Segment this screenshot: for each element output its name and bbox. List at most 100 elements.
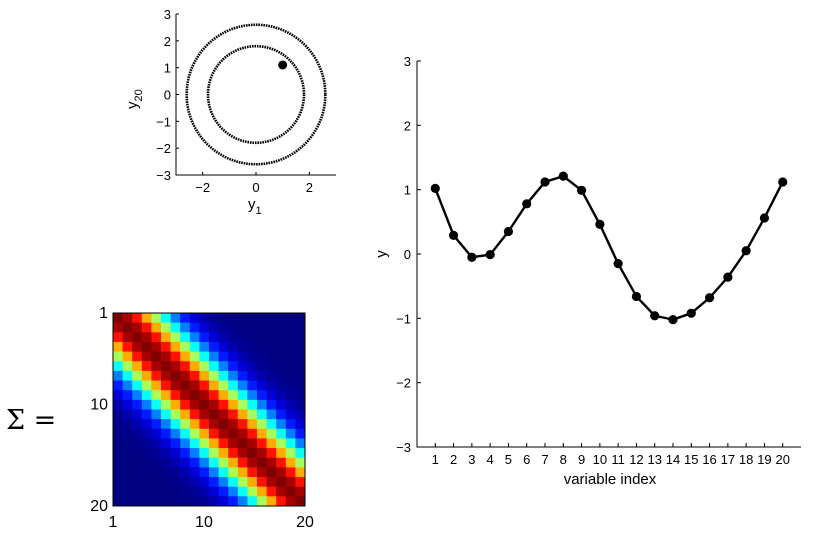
heatmap-cell — [161, 361, 171, 372]
line-xtick-label: 16 — [702, 452, 716, 467]
heatmap-cell — [237, 341, 248, 352]
heatmap-cell — [113, 380, 123, 391]
heatmap-cell — [199, 467, 210, 478]
heatmap-cell — [295, 438, 306, 449]
heatmap-cell — [199, 361, 210, 372]
heatmap-cell — [247, 448, 258, 459]
heatmap-cell — [276, 361, 287, 372]
heatmap-cell — [257, 332, 267, 343]
heatmap-cell — [218, 428, 229, 439]
heatmap-cell — [199, 486, 210, 497]
heatmap-cell — [228, 496, 239, 507]
heatmap-cell — [247, 486, 258, 497]
heatmap-cell — [141, 399, 152, 410]
heatmap-cell — [228, 322, 239, 333]
heatmap-cell — [237, 332, 248, 343]
heatmap-cell — [218, 486, 229, 497]
heatmap-cell — [247, 467, 258, 478]
heatmap-cell — [257, 477, 267, 488]
heatmap-cell — [151, 390, 162, 401]
line-ytick-label: 1 — [404, 183, 411, 198]
heatmap-cell — [113, 313, 123, 324]
heatmap-xtick-label: 1 — [109, 514, 118, 531]
heatmap-cell — [285, 486, 296, 497]
heatmap-cell — [218, 419, 229, 430]
heatmap-cell — [295, 448, 306, 459]
heatmap-cell — [189, 419, 200, 430]
heatmap-cell — [199, 496, 210, 507]
heatmap-cell — [161, 313, 171, 324]
heatmap-cell — [266, 448, 277, 459]
heatmap-cell — [209, 496, 219, 507]
sigma-label: Σ = — [6, 405, 56, 436]
heatmap-cell — [132, 341, 143, 352]
heatmap-cell — [189, 477, 200, 488]
heatmap-cell — [237, 448, 248, 459]
heatmap-cell — [209, 477, 219, 488]
heatmap-cell — [276, 313, 287, 324]
heatmap-cell — [113, 448, 123, 459]
heatmap-cell — [257, 390, 267, 401]
heatmap-cell — [209, 467, 219, 478]
heatmap-cell — [151, 361, 162, 372]
heatmap-ytick-label: 20 — [90, 498, 108, 515]
heatmap-cell — [161, 496, 171, 507]
heatmap-cell — [295, 361, 306, 372]
line-plot-marks — [430, 171, 788, 325]
heatmap-cell — [209, 399, 219, 410]
line-xtick-label: 17 — [721, 452, 735, 467]
heatmap-cell — [266, 438, 277, 449]
heatmap-cell — [113, 419, 123, 430]
heatmap-cell — [170, 467, 181, 478]
heatmap-cell — [228, 467, 239, 478]
heatmap-cell — [180, 390, 191, 401]
line-xtick-label: 13 — [647, 452, 661, 467]
heatmap-cell — [295, 332, 306, 343]
heatmap-cell — [218, 332, 229, 343]
heatmap-cell — [266, 390, 277, 401]
heatmap-cell — [209, 380, 219, 391]
heatmap-cell — [247, 496, 258, 507]
circle-plot-ylabel: y20 — [124, 89, 145, 109]
heatmap-cell — [180, 477, 191, 488]
heatmap-cell — [199, 399, 210, 410]
heatmap-cell — [113, 390, 123, 401]
heatmap-cell — [180, 351, 191, 362]
series-point — [631, 291, 642, 302]
heatmap-cell — [161, 419, 171, 430]
heatmap-cell — [170, 332, 181, 343]
circle-ring-1 — [206, 44, 306, 145]
heatmap-cell — [218, 399, 229, 410]
heatmap-cell — [122, 467, 133, 478]
heatmap-cell — [247, 438, 258, 449]
heatmap-cell — [122, 409, 133, 420]
series-point — [613, 259, 623, 269]
heatmap-cell — [180, 380, 191, 391]
heatmap-cell — [295, 477, 306, 488]
heatmap-ytick-label: 1 — [99, 305, 108, 322]
heatmap-cell — [247, 419, 258, 430]
circle-scatter-plot: −2 0 2 −3 −2 −1 0 1 2 3 y1 y20 — [124, 7, 336, 217]
heatmap-cell — [266, 370, 277, 381]
heatmap-cell — [161, 486, 171, 497]
heatmap-cell — [151, 467, 162, 478]
heatmap-cell — [132, 361, 143, 372]
heatmap-cell — [151, 351, 162, 362]
heatmap-cell — [237, 477, 248, 488]
heatmap-cell — [189, 341, 200, 352]
heatmap-cell — [266, 332, 277, 343]
heatmap-cell — [209, 486, 219, 497]
heatmap-cell — [189, 322, 200, 333]
heatmap-cell — [132, 332, 143, 343]
heatmap-cell — [247, 477, 258, 488]
series-point — [522, 199, 532, 209]
heatmap-cell — [141, 341, 152, 352]
heatmap-cell — [170, 390, 181, 401]
line-plot-xlabel: variable index — [564, 471, 657, 488]
heatmap-cell — [151, 399, 162, 410]
heatmap-cell — [132, 496, 143, 507]
heatmap-cell — [132, 390, 143, 401]
heatmap-cell — [266, 467, 277, 478]
heatmap-cell — [276, 486, 287, 497]
